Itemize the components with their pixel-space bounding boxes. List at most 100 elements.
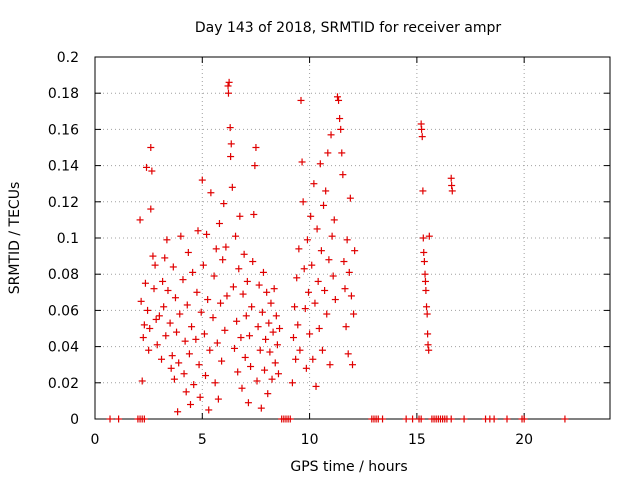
- data-point: [324, 149, 332, 157]
- data-point: [421, 277, 429, 285]
- data-point: [256, 346, 264, 354]
- y-tick-label: 0.14: [48, 159, 79, 175]
- data-point: [286, 415, 294, 423]
- data-point: [202, 372, 210, 380]
- data-point: [297, 96, 305, 104]
- data-point: [168, 352, 176, 360]
- data-point: [225, 78, 233, 86]
- data-point: [252, 144, 260, 151]
- data-point: [137, 297, 145, 305]
- data-point: [162, 332, 170, 340]
- data-point: [238, 384, 246, 392]
- data-point: [190, 381, 198, 389]
- data-point: [421, 270, 429, 278]
- data-point: [270, 285, 278, 293]
- data-point: [215, 220, 223, 228]
- data-point: [146, 325, 154, 332]
- data-point: [419, 234, 427, 242]
- data-point: [189, 268, 197, 276]
- data-point: [203, 230, 211, 238]
- data-point: [425, 346, 433, 354]
- data-point: [336, 115, 344, 123]
- data-point: [140, 321, 148, 329]
- data-point: [448, 182, 456, 190]
- data-point: [419, 187, 427, 195]
- data-point: [214, 395, 222, 403]
- data-point: [302, 364, 310, 372]
- data-point: [288, 379, 296, 387]
- data-point: [314, 277, 322, 285]
- x-axis-label: GPS time / hours: [290, 459, 407, 475]
- data-point: [155, 312, 163, 320]
- data-point: [265, 319, 273, 327]
- data-point: [163, 236, 171, 244]
- data-point: [181, 337, 189, 345]
- y-tick-label: 0.1: [57, 231, 79, 247]
- data-point: [227, 153, 235, 161]
- data-point: [268, 375, 276, 383]
- data-point: [424, 341, 432, 349]
- data-point: [271, 359, 279, 367]
- data-point: [301, 305, 309, 313]
- data-point: [199, 261, 207, 269]
- data-point: [212, 245, 220, 253]
- data-point: [258, 308, 266, 316]
- data-point: [338, 149, 346, 157]
- data-point: [261, 366, 269, 374]
- data-point: [339, 171, 347, 179]
- data-point: [239, 290, 247, 298]
- data-point: [176, 310, 184, 318]
- data-point: [259, 268, 267, 276]
- data-point: [147, 144, 155, 151]
- data-point: [503, 415, 511, 423]
- y-tick-label: 0.16: [48, 122, 79, 138]
- data-point: [161, 254, 169, 262]
- data-point: [295, 245, 303, 253]
- data-point: [224, 89, 232, 97]
- data-point: [262, 335, 270, 343]
- data-point: [160, 303, 168, 311]
- data-point: [349, 361, 356, 369]
- data-point: [235, 265, 243, 273]
- data-point: [247, 363, 255, 371]
- data-point: [188, 323, 196, 331]
- data-point: [186, 401, 194, 409]
- data-point: [219, 256, 227, 264]
- data-point: [148, 167, 156, 175]
- data-point: [318, 346, 326, 354]
- data-point: [150, 285, 158, 293]
- data-point: [276, 325, 284, 332]
- data-point: [153, 341, 161, 349]
- data-point: [169, 263, 177, 271]
- data-point: [490, 415, 498, 423]
- data-point: [329, 272, 337, 280]
- y-tick-label: 0: [70, 412, 79, 428]
- data-point: [327, 131, 335, 139]
- data-point: [221, 326, 229, 334]
- data-point: [182, 388, 190, 396]
- data-point: [144, 306, 152, 314]
- data-point: [185, 350, 193, 358]
- data-point: [520, 415, 528, 423]
- data-point: [351, 247, 359, 255]
- data-point: [289, 334, 297, 342]
- data-point: [294, 321, 302, 329]
- data-point: [310, 180, 318, 188]
- data-point: [328, 232, 336, 240]
- data-point: [264, 390, 272, 398]
- data-point: [447, 415, 455, 423]
- data-point: [418, 133, 426, 141]
- data-point: [158, 355, 166, 363]
- data-point: [237, 334, 245, 342]
- data-point: [306, 330, 314, 338]
- data-point: [209, 314, 217, 322]
- data-point: [196, 393, 204, 401]
- data-point: [316, 160, 324, 168]
- x-tick-label: 15: [408, 432, 426, 448]
- data-point: [303, 236, 311, 244]
- data-point: [402, 415, 410, 423]
- data-point: [140, 415, 148, 423]
- data-point: [254, 323, 262, 331]
- data-point: [409, 415, 417, 423]
- data-point: [326, 361, 334, 369]
